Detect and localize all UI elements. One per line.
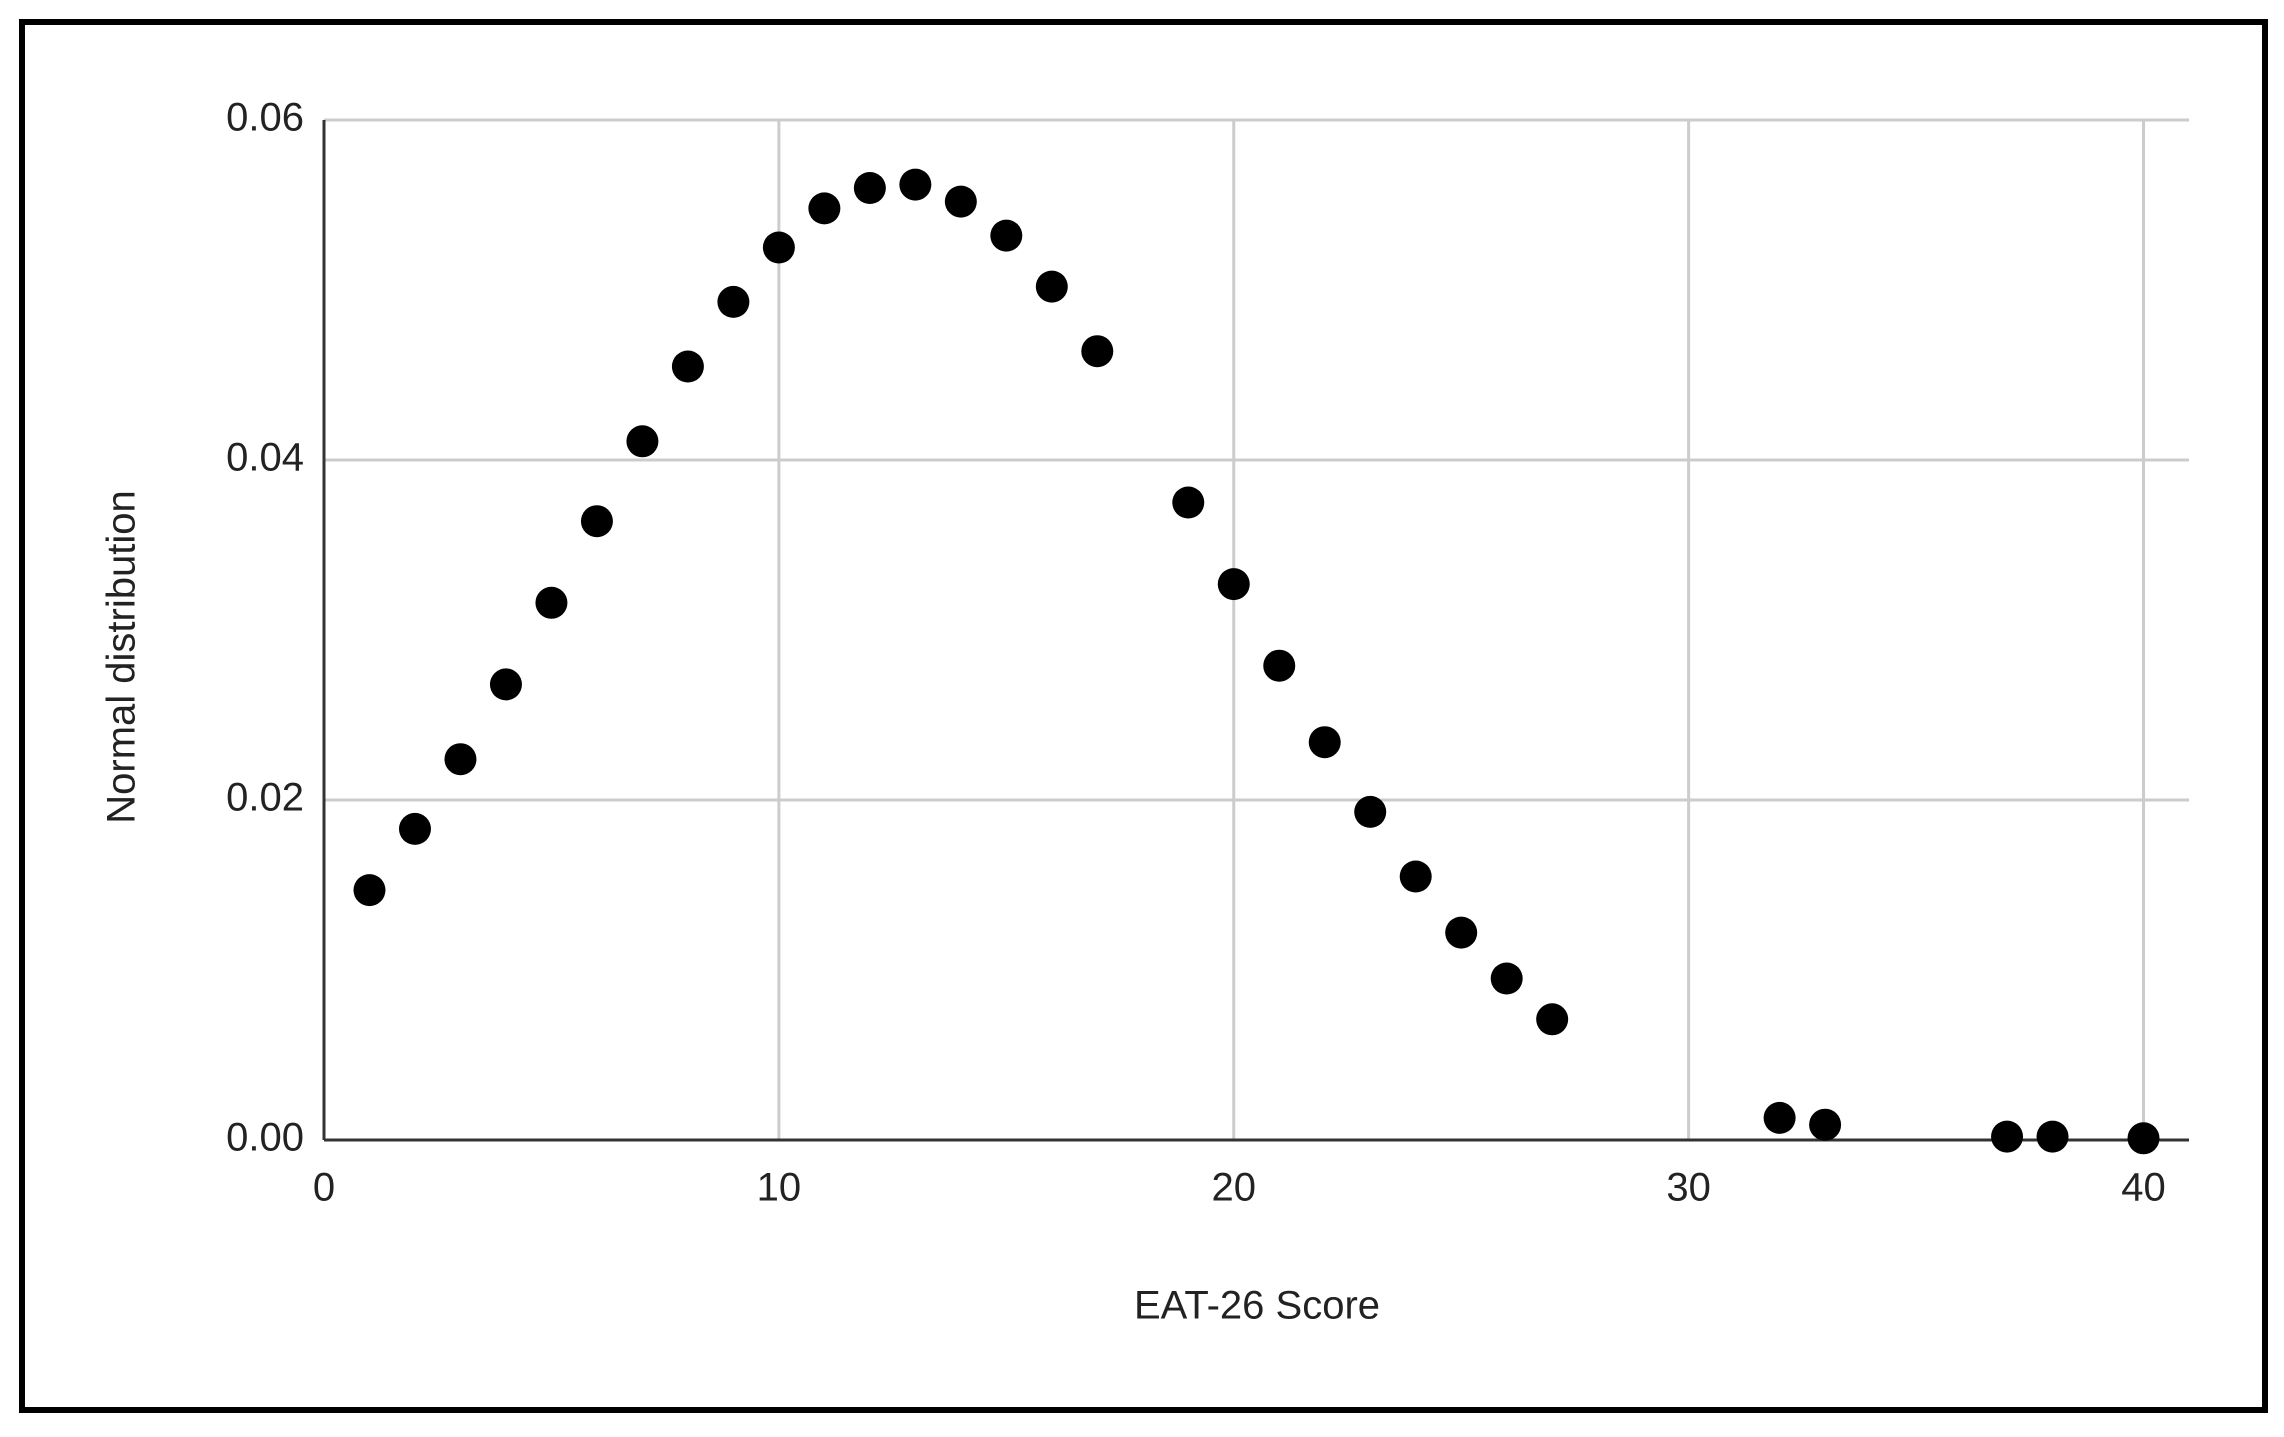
point — [1217, 568, 1250, 601]
point — [489, 668, 522, 701]
x-tick-label: 30 — [1666, 1166, 1711, 1210]
point — [1354, 795, 1387, 828]
point — [853, 172, 886, 204]
point — [990, 219, 1023, 252]
point — [899, 168, 932, 201]
point — [398, 812, 431, 845]
x-tick-label: 10 — [757, 1166, 802, 1210]
point — [1490, 962, 1523, 995]
point — [1263, 649, 1296, 682]
point — [944, 185, 977, 218]
point — [1809, 1108, 1842, 1141]
chart-frame — [19, 19, 2268, 1413]
x-tick-label: 20 — [1212, 1166, 1257, 1210]
point — [1445, 916, 1478, 949]
point — [2036, 1120, 2069, 1153]
point — [808, 192, 841, 225]
point — [580, 505, 613, 538]
point — [626, 425, 659, 458]
point — [1308, 726, 1341, 759]
point — [1763, 1101, 1796, 1134]
y-tick-label: 0.02 — [226, 776, 304, 820]
point — [1991, 1120, 2024, 1153]
point — [1399, 860, 1432, 893]
point — [1035, 270, 1068, 303]
point — [717, 285, 750, 318]
point — [762, 231, 795, 264]
point — [1081, 335, 1114, 368]
x-tick-label: 0 — [313, 1166, 335, 1210]
point — [671, 350, 704, 383]
point — [353, 874, 386, 907]
point — [444, 743, 477, 776]
point — [1536, 1003, 1569, 1036]
y-tick-label: 0.00 — [226, 1116, 304, 1160]
x-tick-label: 40 — [2121, 1166, 2166, 1210]
point — [535, 586, 568, 619]
point — [1172, 486, 1205, 519]
y-axis-label: Normal distribution — [100, 490, 144, 823]
y-tick-label: 0.04 — [226, 436, 304, 480]
point — [2127, 1122, 2160, 1155]
y-tick-label: 0.06 — [226, 96, 304, 140]
x-axis-label: EAT-26 Score — [1134, 1284, 1380, 1328]
